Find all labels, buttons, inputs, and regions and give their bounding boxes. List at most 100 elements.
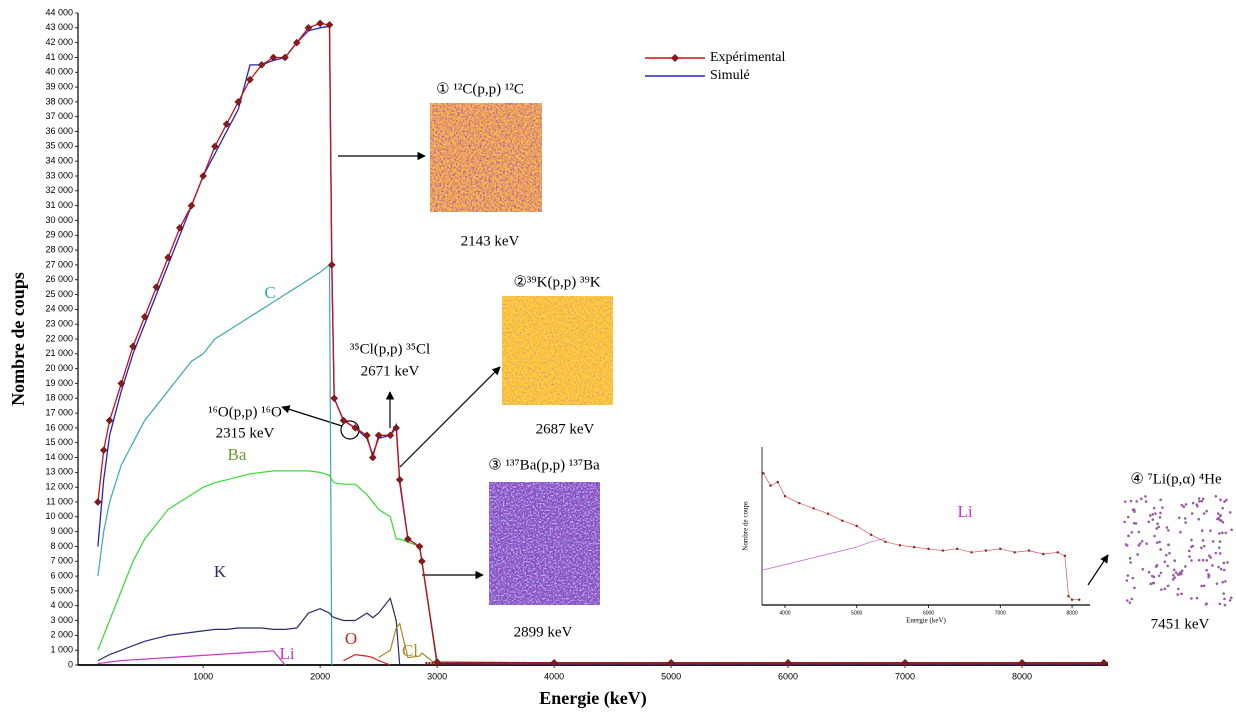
map-dot bbox=[1214, 551, 1218, 555]
map-dot bbox=[1131, 508, 1135, 512]
map-dot bbox=[1125, 579, 1129, 582]
y-tick-label: 29 000 bbox=[45, 230, 73, 240]
map-dot bbox=[1217, 565, 1220, 569]
data-point bbox=[105, 416, 114, 425]
x-tick-label: 6000 bbox=[778, 671, 798, 681]
map-dot bbox=[1221, 580, 1225, 584]
arrows bbox=[281, 151, 1109, 586]
map-dot bbox=[1180, 569, 1184, 573]
data-point bbox=[418, 557, 426, 566]
map-dot bbox=[1207, 573, 1210, 576]
data-point bbox=[404, 535, 412, 543]
data-point bbox=[94, 498, 102, 506]
map-dot bbox=[1202, 584, 1206, 588]
map-dot bbox=[1228, 599, 1232, 602]
map-dot bbox=[1205, 509, 1208, 513]
map-dot bbox=[1167, 543, 1170, 547]
data-point bbox=[783, 494, 787, 498]
annotation: ③ ¹³⁷Ba(p,p) ¹³⁷Ba bbox=[488, 457, 600, 473]
y-tick-label: 34 000 bbox=[45, 156, 73, 166]
map-dot bbox=[1225, 498, 1228, 502]
legend-label: Expérimental bbox=[710, 50, 786, 65]
data-point bbox=[1027, 549, 1031, 552]
map-dot bbox=[1209, 556, 1212, 559]
map-dot bbox=[1155, 527, 1159, 530]
y-tick-label: 2 000 bbox=[50, 630, 73, 640]
data-point bbox=[984, 549, 988, 552]
map-dot bbox=[1191, 501, 1195, 505]
data-point bbox=[129, 342, 137, 351]
annotation: 2315 keV bbox=[216, 425, 275, 441]
map-dot bbox=[1159, 571, 1163, 575]
map-dot bbox=[1179, 571, 1183, 575]
y-tick-label: 13 000 bbox=[45, 467, 73, 477]
component-line bbox=[97, 596, 401, 666]
map-dot bbox=[1137, 544, 1141, 547]
data-point bbox=[941, 549, 945, 552]
data-point bbox=[363, 431, 371, 440]
map-dot bbox=[1157, 574, 1161, 578]
y-tick-label: 43 000 bbox=[45, 22, 73, 32]
map-dot bbox=[1221, 506, 1224, 510]
map-dot bbox=[1220, 519, 1223, 523]
map-dot bbox=[1172, 568, 1176, 572]
map-dot bbox=[1209, 529, 1212, 532]
y-tick-label: 10 000 bbox=[45, 511, 73, 521]
data-point bbox=[325, 21, 334, 29]
data-point bbox=[164, 253, 172, 262]
map-dot bbox=[1123, 520, 1126, 524]
data-point bbox=[368, 453, 377, 462]
map-dot bbox=[1224, 531, 1228, 535]
component-line bbox=[97, 263, 333, 666]
y-tick-label: 17 000 bbox=[45, 407, 73, 417]
y-tick-label: 3 000 bbox=[50, 615, 73, 625]
map-dot bbox=[1125, 544, 1129, 547]
data-point bbox=[246, 75, 254, 84]
y-tick-label: 18 000 bbox=[45, 393, 73, 403]
component-label: Ba bbox=[228, 445, 247, 464]
map-dot bbox=[1196, 504, 1199, 508]
map-dot bbox=[1202, 512, 1206, 515]
data-point bbox=[234, 98, 243, 106]
y-tick-label: 41 000 bbox=[45, 52, 73, 62]
data-point bbox=[281, 53, 289, 62]
map-dot bbox=[1183, 517, 1187, 520]
y-tick-label: 11 000 bbox=[46, 496, 73, 506]
map-image bbox=[430, 103, 542, 212]
map-dot bbox=[1139, 497, 1143, 501]
data-point bbox=[257, 61, 266, 69]
annotation: 2687 keV bbox=[536, 421, 595, 437]
series-line bbox=[97, 22, 1104, 664]
map-dot bbox=[1208, 554, 1211, 558]
x-tick-label: 3000 bbox=[427, 671, 447, 681]
map-dot bbox=[1140, 540, 1144, 543]
y-tick-label: 32 000 bbox=[45, 185, 73, 195]
y-tick-label: 31 000 bbox=[45, 200, 73, 210]
map-dot bbox=[1222, 592, 1225, 595]
y-tick-label: 39 000 bbox=[45, 81, 73, 91]
map-dot bbox=[1218, 540, 1222, 543]
map-dot bbox=[1128, 601, 1132, 604]
map-dot bbox=[1130, 531, 1134, 534]
map-dot bbox=[1224, 580, 1227, 583]
map-dot bbox=[1137, 530, 1141, 534]
data-point bbox=[1056, 551, 1059, 554]
map-dot bbox=[1166, 564, 1169, 568]
data-point bbox=[869, 533, 873, 536]
map-dot bbox=[1152, 575, 1156, 579]
map-dot bbox=[1141, 568, 1145, 571]
map-dot bbox=[1197, 497, 1201, 500]
y-tick-label: 0 bbox=[68, 659, 73, 669]
y-tick-label: 44 000 bbox=[45, 7, 73, 17]
map-dot bbox=[1216, 512, 1220, 515]
map-dot bbox=[1201, 558, 1205, 562]
data-point bbox=[152, 283, 161, 291]
map-dot bbox=[1223, 500, 1226, 503]
x-tick-label: 4000 bbox=[779, 610, 790, 616]
map-dot bbox=[1166, 584, 1170, 588]
map-dot bbox=[1176, 593, 1180, 596]
series-line bbox=[763, 537, 886, 571]
map-dot bbox=[1205, 568, 1208, 572]
map-dot bbox=[1136, 553, 1139, 556]
